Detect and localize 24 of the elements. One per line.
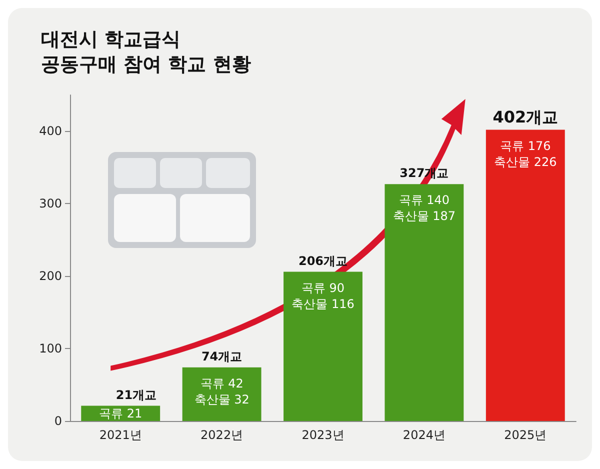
chart-title: 대전시 학교급식 공동구매 참여 학교 현황 xyxy=(41,28,251,76)
x-tick-label: 2022년 xyxy=(200,428,244,442)
x-tick-label: 2025년 xyxy=(504,428,547,442)
data-label: 206개교 xyxy=(298,254,348,268)
y-tick-label: 100 xyxy=(39,342,62,356)
bar xyxy=(486,130,565,421)
data-label: 74개교 xyxy=(201,349,242,364)
x-tick-label: 2023년 xyxy=(302,428,344,442)
data-label: 21개교 xyxy=(116,388,157,402)
annotation: 곡류 42 축산물 32 xyxy=(194,376,250,406)
annotation: 곡류 90 축산물 116 xyxy=(292,280,354,311)
data-label: 402개교 xyxy=(492,107,558,126)
x-tick-label: 2024년 xyxy=(402,428,446,442)
y-tick-label: 400 xyxy=(39,124,62,138)
y-tick-label: 200 xyxy=(39,269,62,284)
y-tick-label: 0 xyxy=(54,414,62,428)
x-tick-label: 2021년 xyxy=(99,428,142,442)
annotation: 곡류 176 축산물 226 xyxy=(494,138,557,169)
annotation: 곡류 21 xyxy=(99,406,142,420)
annotation: 곡류 140 축산물 187 xyxy=(392,193,456,224)
y-tick-label: 300 xyxy=(39,196,62,211)
bar xyxy=(182,367,262,421)
bar xyxy=(284,272,362,421)
bar xyxy=(384,184,464,421)
